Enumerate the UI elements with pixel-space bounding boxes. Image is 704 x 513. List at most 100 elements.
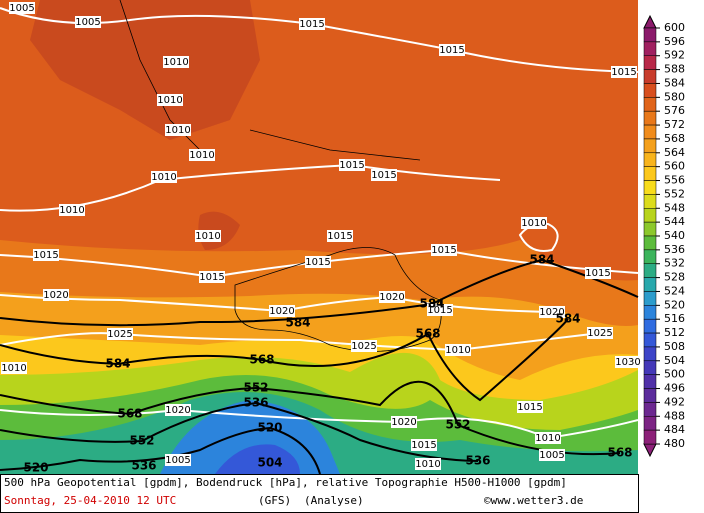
isobar-label: 1015 xyxy=(611,67,636,78)
isobar-label: 1015 xyxy=(371,170,396,181)
isobar-label-box xyxy=(391,416,417,428)
colorbar-band xyxy=(643,97,657,112)
footer-description: 500 hPa Geopotential [gpdm], Bodendruck … xyxy=(4,476,567,489)
colorbar-band xyxy=(643,41,657,56)
colorbar-band xyxy=(643,402,657,417)
isobar-label-box xyxy=(351,340,377,352)
colorbar-band xyxy=(643,110,657,126)
isobar-label: 1010 xyxy=(1,363,26,374)
isobar-label-box xyxy=(151,171,177,183)
colorbar-band xyxy=(643,208,657,223)
geopotential-label: 536 xyxy=(131,459,156,473)
geopotential-label: 568 xyxy=(117,407,142,421)
geopotential-label: 520 xyxy=(257,421,282,435)
isobar-label: 1010 xyxy=(59,205,84,216)
isobar-label: 1015 xyxy=(299,19,324,30)
isobar-label: 1015 xyxy=(439,45,464,56)
colorbar-band xyxy=(643,249,657,264)
isobar-label-box xyxy=(415,458,441,470)
isobar-label-box xyxy=(33,249,59,261)
geopotential-label: 568 xyxy=(249,353,274,367)
isobar-label-box xyxy=(195,230,221,242)
colorbar-label: 560 xyxy=(664,160,685,173)
colorbar-label: 556 xyxy=(664,174,685,187)
geopotential-label: 552 xyxy=(243,381,268,395)
isobar-label: 1020 xyxy=(391,417,416,428)
footer-model: (GFS) xyxy=(258,494,291,507)
colorbar-label: 540 xyxy=(664,229,685,242)
isobar-label-box xyxy=(299,18,325,30)
isobar-label-box xyxy=(43,289,69,301)
colorbar-label: 600 xyxy=(664,21,685,34)
colorbar-band xyxy=(643,27,657,43)
colorbar-label: 552 xyxy=(664,187,685,200)
colorbar-label: 572 xyxy=(664,118,685,131)
colorbar-band xyxy=(643,388,657,403)
isobar-label: 1005 xyxy=(75,17,100,28)
isobar-label: 1025 xyxy=(351,341,376,352)
colorbar-band xyxy=(643,221,657,237)
isobar-label: 1020 xyxy=(269,306,294,317)
isobar-label-box xyxy=(439,44,465,56)
colorbar-label: 536 xyxy=(664,243,685,256)
isobar-label: 1015 xyxy=(427,305,452,316)
coastline xyxy=(119,0,421,161)
isobar-label: 1025 xyxy=(587,328,612,339)
footer-box xyxy=(0,474,639,513)
colorbar-band xyxy=(643,291,657,306)
isobar-label: 1020 xyxy=(379,292,404,303)
isobar-label-box xyxy=(587,327,613,339)
colorbar-label: 484 xyxy=(664,423,685,436)
geopotential-lines xyxy=(0,258,639,475)
colorbar-label: 524 xyxy=(664,284,685,297)
colorbar-label: 496 xyxy=(664,382,685,395)
isobar-label-box xyxy=(305,256,331,268)
isobar-label-box xyxy=(615,356,641,368)
map-labels: 1005 1005 1015 1015 1015 1010 1010 1010 1010 1015… xyxy=(1,2,641,475)
isobar-label-box xyxy=(199,271,225,283)
colorbar-label: 508 xyxy=(664,340,685,353)
isobar-label: 1020 xyxy=(165,405,190,416)
contour xyxy=(0,318,569,402)
colorbar-label: 492 xyxy=(664,395,685,408)
colorbar-band xyxy=(643,124,657,140)
colorbar-band xyxy=(643,235,657,251)
colorbar-label: 480 xyxy=(664,437,685,450)
isobar xyxy=(0,332,601,352)
colorbar-label: 576 xyxy=(664,104,685,117)
isobar-label-box xyxy=(165,124,191,136)
colorbar-label: 580 xyxy=(664,90,685,103)
isobar-label: 1010 xyxy=(535,433,560,444)
isobar-label: 1010 xyxy=(165,125,190,136)
geopotential-label: 584 xyxy=(105,357,130,371)
contour xyxy=(0,380,621,456)
isobar-label: 1005 xyxy=(9,3,34,14)
isobar-label: 1010 xyxy=(195,231,220,242)
geopotential-label: 584 xyxy=(555,312,580,326)
isobar-label-box xyxy=(431,244,457,256)
colorbar-band xyxy=(643,277,657,292)
geopotential-label: 536 xyxy=(243,396,268,410)
isobar-label-box xyxy=(411,439,437,451)
colorbar-label: 584 xyxy=(664,76,685,89)
geopotential-label: 552 xyxy=(445,418,470,432)
contour xyxy=(0,401,479,462)
footer-credit: ©www.wetter3.de xyxy=(484,494,583,507)
colorbar-band xyxy=(643,166,657,181)
colorbar-band xyxy=(643,69,657,84)
isobar-label-box xyxy=(427,304,453,316)
isobar-label: 1015 xyxy=(411,440,436,451)
isobar-label-box xyxy=(163,56,189,68)
isobar-label-box xyxy=(59,204,85,216)
isobar-label: 1025 xyxy=(107,329,132,340)
colorbar-label: 516 xyxy=(664,312,685,325)
contour xyxy=(0,426,321,475)
colorbar-band xyxy=(643,346,657,362)
isobar-label-box xyxy=(107,328,133,340)
colorbar-label: 544 xyxy=(664,215,685,228)
coastline xyxy=(234,247,442,352)
geopotential-label: 584 xyxy=(285,316,310,330)
isobar-label: 1010 xyxy=(189,150,214,161)
